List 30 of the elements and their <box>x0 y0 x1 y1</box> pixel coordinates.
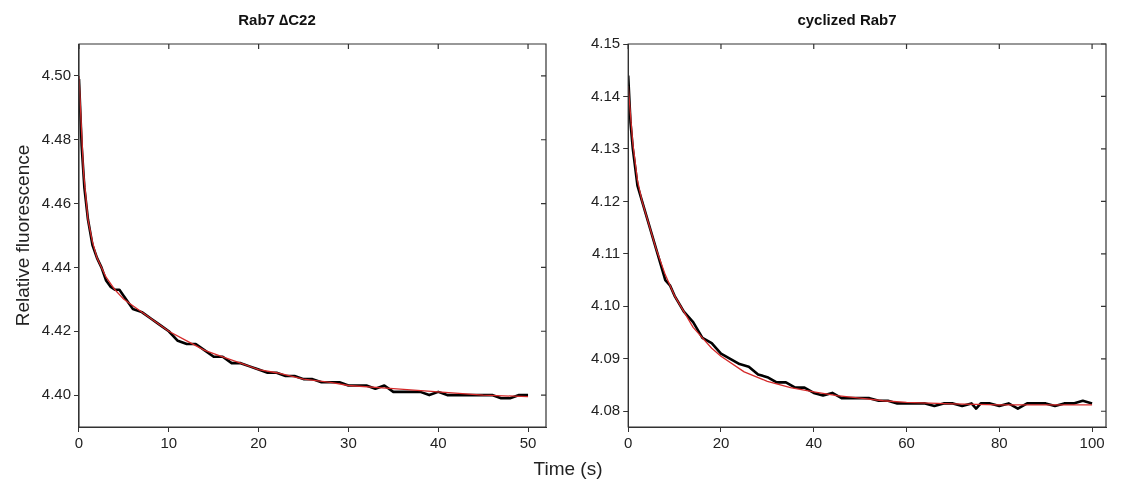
x-tick-label: 0 <box>74 434 84 452</box>
y-tick-label: 4.13 <box>590 139 621 157</box>
y-tick-label: 4.12 <box>590 191 621 209</box>
y-tick-label: 4.14 <box>590 86 621 104</box>
y-tick-label: 4.15 <box>590 34 621 52</box>
y-tick-label: 4.10 <box>590 296 621 314</box>
x-tick-label: 30 <box>340 434 357 452</box>
y-tick-label: 4.09 <box>590 348 621 366</box>
chart-title: cyclized Rab7 <box>797 11 897 29</box>
x-tick-label: 0 <box>624 434 633 452</box>
y-tick-label: 4.44 <box>41 257 71 275</box>
y-tick-label: 4.40 <box>41 385 71 403</box>
x-tick-label: 40 <box>805 434 823 452</box>
x-tick-label: 80 <box>990 434 1008 452</box>
x-tick-label: 60 <box>898 434 915 452</box>
y-tick-label: 4.42 <box>41 321 71 339</box>
chart-title: Rab7 ∆C22 <box>238 11 316 29</box>
x-tick-label: 20 <box>250 434 267 452</box>
x-tick-label: 50 <box>519 434 537 452</box>
y-tick-label: 4.11 <box>592 244 621 261</box>
x-tick-label: 10 <box>160 434 178 452</box>
y-axis-title: Relative fluorescence <box>11 144 33 327</box>
y-tick-label: 4.50 <box>41 66 71 84</box>
y-tick-label: 4.46 <box>41 193 71 211</box>
y-tick-label: 4.08 <box>590 401 621 419</box>
y-tick-label: 4.48 <box>41 129 71 147</box>
x-tick-label: 100 <box>1079 434 1105 452</box>
x-axis-title: Time (s) <box>532 458 604 480</box>
x-tick-label: 40 <box>429 434 447 452</box>
x-tick-label: 20 <box>712 434 730 452</box>
